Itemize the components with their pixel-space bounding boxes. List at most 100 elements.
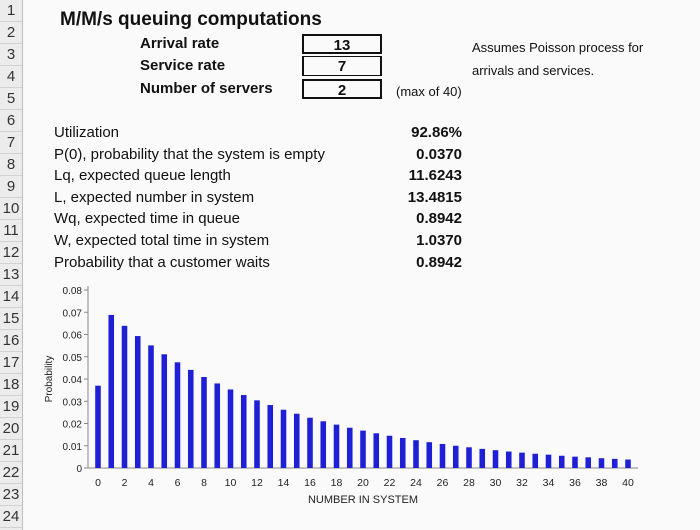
result-value: 0.8942	[416, 253, 462, 271]
row-header[interactable]: 9	[0, 176, 22, 198]
servers-max-note: (max of 40)	[396, 84, 462, 99]
x-tick-label: 32	[516, 477, 528, 489]
x-tick-label: 38	[596, 477, 608, 489]
service-rate-label: Service rate	[140, 57, 226, 74]
row-header[interactable]: 2	[0, 22, 22, 44]
bar	[466, 447, 472, 468]
x-tick-label: 40	[622, 477, 634, 489]
bar	[320, 421, 327, 468]
bar	[227, 389, 234, 468]
bar	[187, 369, 194, 468]
y-tick-label: 0.03	[63, 397, 83, 408]
bar	[399, 437, 406, 468]
bar	[121, 325, 128, 468]
row-header[interactable]: 5	[0, 88, 22, 110]
y-tick-label: 0.07	[63, 308, 83, 319]
bar	[360, 430, 366, 468]
bar	[386, 435, 393, 468]
row-header[interactable]: 15	[0, 308, 22, 330]
row-header[interactable]: 7	[0, 132, 22, 154]
bar	[280, 409, 287, 468]
row-header[interactable]: 24	[0, 506, 22, 528]
probability-bar-chart: 00.010.020.030.040.050.060.070.080 2 4 6 8 10…	[44, 286, 638, 506]
row-header[interactable]: 12	[0, 242, 22, 264]
arrival-rate-label: Arrival rate	[140, 35, 220, 52]
y-tick-label: 0.01	[63, 442, 83, 453]
result-label: Lq, expected queue length	[54, 167, 231, 185]
bar	[532, 453, 539, 468]
bar	[479, 448, 486, 468]
bar	[174, 362, 181, 468]
result-label: P(0), probability that the system is emp…	[54, 145, 325, 163]
row-header[interactable]: 8	[0, 154, 22, 176]
x-axis-label: NUMBER IN SYSTEM	[308, 494, 418, 506]
x-tick-label: 20	[357, 477, 369, 489]
x-tick-label: 34	[543, 477, 555, 489]
row-header[interactable]: 22	[0, 462, 22, 484]
row-header[interactable]: 3	[0, 44, 22, 66]
x-tick-label: 4	[148, 477, 154, 489]
row-header[interactable]: 10	[0, 198, 22, 220]
y-tick-label: 0.04	[63, 375, 83, 386]
result-value: 1.0370	[416, 232, 462, 249]
x-tick-label: 24	[410, 477, 422, 489]
y-tick-label: 0.08	[63, 286, 83, 297]
number-of-servers-input[interactable]: 2	[302, 79, 382, 99]
bar	[439, 443, 446, 468]
row-header[interactable]: 11	[0, 220, 22, 242]
x-tick-label: 16	[304, 477, 316, 489]
result-label: Utilization	[54, 124, 120, 141]
x-tick-label: 26	[437, 477, 449, 489]
x-tick-label: 28	[463, 477, 475, 489]
row-header[interactable]: 6	[0, 110, 22, 132]
row-header[interactable]: 4	[0, 66, 22, 88]
bar	[161, 354, 168, 468]
result-label: Probability that a customer waits	[54, 253, 270, 271]
row-header[interactable]: 19	[0, 396, 22, 418]
x-tick-label: 30	[490, 477, 502, 489]
row-header[interactable]: 23	[0, 484, 22, 506]
bar	[201, 376, 207, 468]
service-rate-input[interactable]: 7	[302, 56, 382, 76]
row-header[interactable]: 13	[0, 264, 22, 286]
row-header[interactable]: 1	[0, 0, 22, 22]
bar	[545, 454, 552, 468]
x-tick-label: 14	[278, 477, 290, 489]
x-tick-label: 8	[201, 477, 207, 489]
row-header[interactable]: 20	[0, 418, 22, 440]
bar	[505, 451, 512, 468]
result-label: Wq, expected time in queue	[54, 210, 240, 228]
bar	[95, 385, 101, 468]
y-axis-label: Probability	[44, 356, 55, 403]
result-value: 11.6243	[408, 167, 462, 185]
bar	[148, 345, 154, 468]
arrival-rate-input[interactable]: 13	[302, 34, 382, 54]
page-title: M/M/s queuing computations	[60, 9, 322, 30]
y-tick-label: 0.02	[63, 420, 83, 431]
bar	[492, 450, 499, 468]
bar	[426, 442, 433, 468]
bar	[307, 417, 313, 468]
row-header[interactable]: 21	[0, 440, 22, 462]
bar	[214, 383, 221, 468]
result-value: 13.4815	[407, 188, 462, 206]
y-tick-label: 0	[76, 464, 82, 475]
y-tick-label: 0.05	[63, 353, 83, 364]
bar	[598, 458, 605, 468]
result-value: 0.8942	[416, 210, 462, 228]
row-headers: 1 2 3 4 5 6 7 8 9 10 11 12 13 14 15 16 17 18 19 20 21 22 23 24	[0, 0, 23, 530]
y-tick-label: 0.06	[63, 331, 83, 342]
row-header[interactable]: 16	[0, 330, 22, 352]
row-header[interactable]: 18	[0, 374, 22, 396]
bar	[240, 395, 247, 468]
bar	[452, 445, 459, 468]
bar	[108, 314, 115, 468]
x-tick-label: 0	[95, 477, 101, 489]
bar	[558, 455, 565, 468]
row-header[interactable]: 17	[0, 352, 22, 374]
result-value: 92.86%	[411, 124, 462, 141]
x-tick-label: 10	[225, 477, 237, 489]
result-label: L, expected number in system	[54, 188, 255, 206]
x-tick-label: 36	[569, 477, 581, 489]
row-header[interactable]: 14	[0, 286, 22, 308]
